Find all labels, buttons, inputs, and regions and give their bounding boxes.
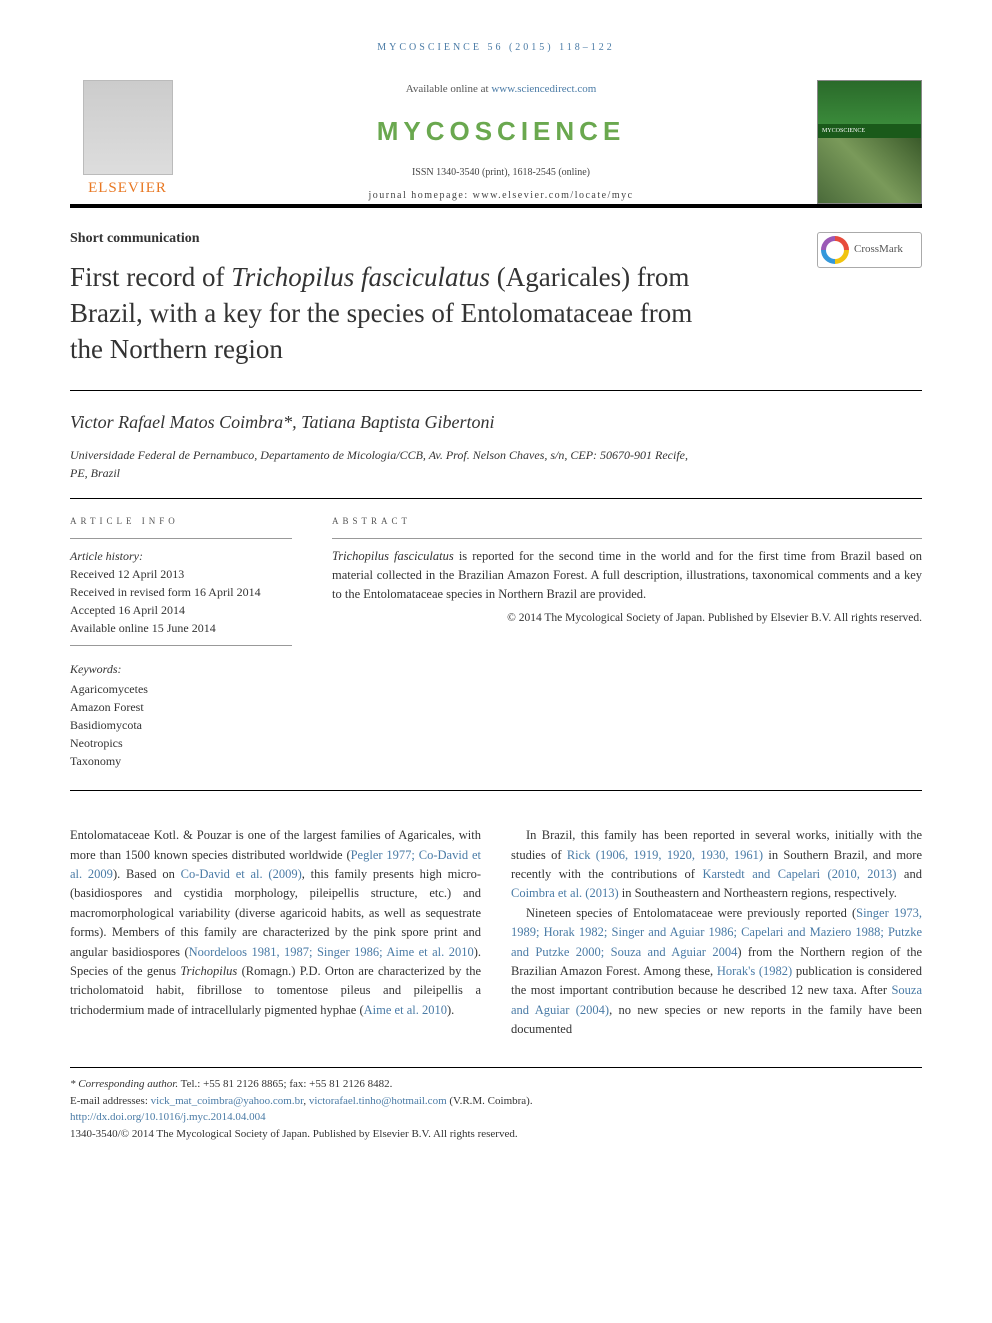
email-line: E-mail addresses: vick_mat_coimbra@yahoo…	[70, 1093, 922, 1110]
title-species: Trichopilus fasciculatus	[231, 262, 490, 292]
citation-link[interactable]: Aime et al. 2010	[364, 1003, 447, 1017]
body-text-run: in Southeastern and Northeastern regions…	[619, 886, 897, 900]
article-info-column: ARTICLE INFO Article history: Received 1…	[70, 499, 310, 791]
available-online-line: Available online at www.sciencedirect.co…	[200, 81, 802, 98]
body-text: Entolomataceae Kotl. & Pouzar is one of …	[70, 826, 922, 1039]
article-type-label: Short communication	[70, 228, 922, 249]
article-header: CrossMark Short communication First reco…	[70, 228, 922, 368]
citation-link[interactable]: Noordeloos 1981, 1987; Singer 1986; Aime…	[189, 945, 474, 959]
keyword-item: Basidiomycota	[70, 716, 292, 734]
doi-link[interactable]: http://dx.doi.org/10.1016/j.myc.2014.04.…	[70, 1111, 266, 1123]
corresponding-author-line: * Corresponding author. Tel.: +55 81 212…	[70, 1076, 922, 1093]
article-history: Article history: Received 12 April 2013 …	[70, 538, 292, 646]
abstract-species: Trichopilus fasciculatus	[332, 549, 454, 563]
citation-link[interactable]: Coimbra et al. (2013)	[511, 886, 619, 900]
crossmark-icon	[821, 236, 849, 264]
meta-abstract-row: ARTICLE INFO Article history: Received 1…	[70, 498, 922, 792]
cover-band-label: MYCOSCIENCE	[818, 124, 921, 138]
body-paragraph: In Brazil, this family has been reported…	[511, 826, 922, 904]
history-received: Received 12 April 2013	[70, 565, 292, 583]
author-email-link[interactable]: vick_mat_coimbra@yahoo.com.br	[151, 1095, 304, 1107]
masthead-center: Available online at www.sciencedirect.co…	[200, 80, 802, 204]
keywords-label: Keywords:	[70, 660, 292, 678]
journal-logo: MYCOSCIENCE	[200, 112, 802, 151]
citation-link[interactable]: Karstedt and Capelari (2010, 2013)	[702, 867, 896, 881]
keyword-item: Taxonomy	[70, 752, 292, 770]
crossmark-label: CrossMark	[854, 241, 903, 258]
keyword-item: Agaricomycetes	[70, 680, 292, 698]
citation-link[interactable]: Co-David et al. (2009)	[181, 867, 302, 881]
author-email-link[interactable]: victorafael.tinho@hotmail.com	[309, 1095, 447, 1107]
history-revised: Received in revised form 16 April 2014	[70, 583, 292, 601]
masthead: ELSEVIER Available online at www.science…	[70, 80, 922, 208]
title-pre: First record of	[70, 262, 231, 292]
genus-name: Trichopilus	[180, 964, 237, 978]
body-text-run: ).	[447, 1003, 454, 1017]
citation-link[interactable]: Rick (1906, 1919, 1920, 1930, 1961)	[567, 848, 763, 862]
corr-contact: Tel.: +55 81 2126 8865; fax: +55 81 2126…	[178, 1078, 392, 1090]
corr-label: * Corresponding author.	[70, 1078, 178, 1090]
body-paragraph: Nineteen species of Entolomataceae were …	[511, 904, 922, 1040]
footer-copyright: 1340-3540/© 2014 The Mycological Society…	[70, 1126, 922, 1143]
history-accepted: Accepted 16 April 2014	[70, 601, 292, 619]
journal-cover-thumbnail: MYCOSCIENCE	[817, 80, 922, 204]
journal-homepage: journal homepage: www.elsevier.com/locat…	[200, 188, 802, 203]
publisher-logo-block: ELSEVIER	[70, 80, 185, 204]
crossmark-badge[interactable]: CrossMark	[817, 232, 922, 268]
authors-line: Victor Rafael Matos Coimbra*, Tatiana Ba…	[70, 390, 922, 436]
abstract-heading: ABSTRACT	[332, 515, 922, 529]
body-paragraph: Entolomataceae Kotl. & Pouzar is one of …	[70, 826, 481, 1020]
keywords-block: Keywords: Agaricomycetes Amazon Forest B…	[70, 660, 292, 770]
body-text-run: and	[896, 867, 922, 881]
keyword-item: Neotropics	[70, 734, 292, 752]
article-title: First record of Trichopilus fasciculatus…	[70, 259, 730, 368]
article-info-heading: ARTICLE INFO	[70, 515, 292, 529]
history-online: Available online 15 June 2014	[70, 619, 292, 637]
body-text-run: Nineteen species of Entolomataceae were …	[526, 906, 856, 920]
keyword-item: Amazon Forest	[70, 698, 292, 716]
abstract-text: Trichopilus fasciculatus is reported for…	[332, 538, 922, 627]
running-header: MYCOSCIENCE 56 (2015) 118–122	[70, 40, 922, 55]
body-text-run: ). Based on	[113, 867, 181, 881]
abstract-column: ABSTRACT Trichopilus fasciculatus is rep…	[310, 499, 922, 791]
sciencedirect-link[interactable]: www.sciencedirect.com	[491, 83, 596, 95]
affiliation: Universidade Federal de Pernambuco, Depa…	[70, 446, 690, 482]
citation-link[interactable]: Horak's (1982)	[717, 964, 792, 978]
available-prefix: Available online at	[406, 83, 492, 95]
email-label: E-mail addresses:	[70, 1095, 151, 1107]
history-label: Article history:	[70, 547, 292, 565]
email-suffix: (V.R.M. Coimbra).	[447, 1095, 533, 1107]
publisher-name: ELSEVIER	[88, 177, 167, 200]
abstract-copyright: © 2014 The Mycological Society of Japan.…	[332, 610, 922, 627]
issn-line: ISSN 1340-3540 (print), 1618-2545 (onlin…	[200, 165, 802, 180]
footer-block: * Corresponding author. Tel.: +55 81 212…	[70, 1067, 922, 1142]
elsevier-tree-icon	[83, 80, 173, 175]
